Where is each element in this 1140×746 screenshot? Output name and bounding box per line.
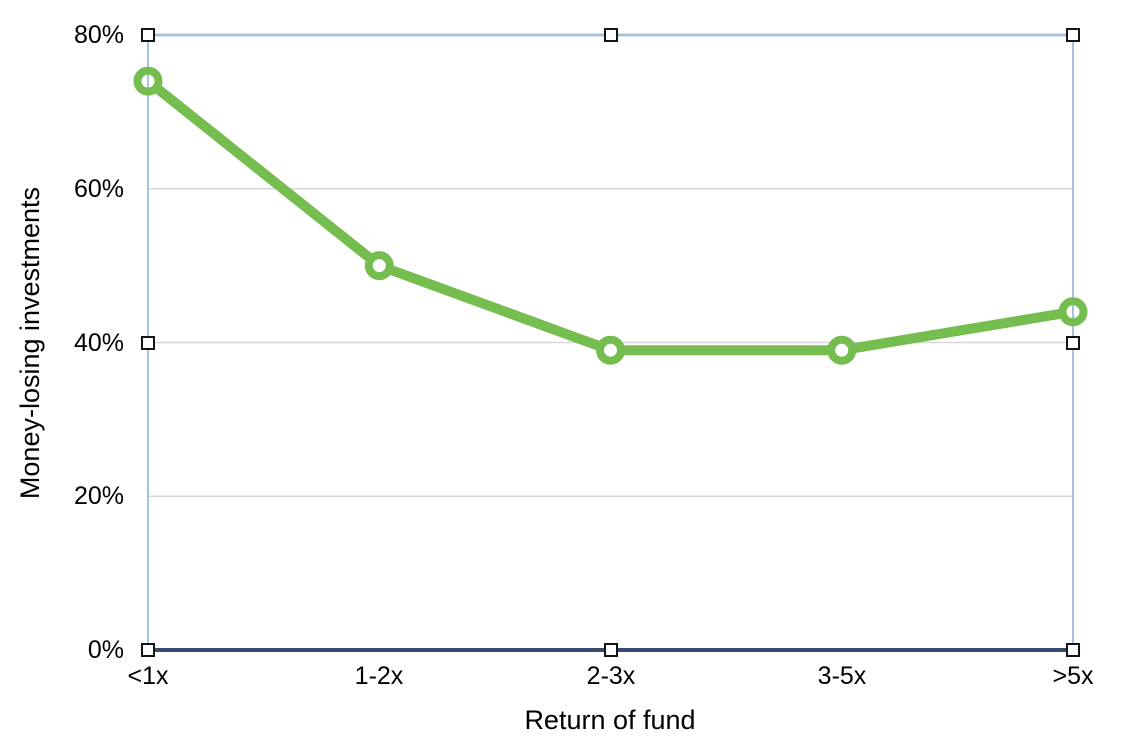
y-tick-label-20: 20%: [73, 482, 124, 510]
data-point-marker[interactable]: [596, 335, 625, 365]
data-point-marker[interactable]: [133, 66, 163, 96]
selection-handle-middle-left[interactable]: [141, 335, 155, 350]
x-tick-label-gt5x: >5x: [1052, 662, 1094, 690]
x-axis-title: Return of fund: [524, 705, 696, 735]
x-tick-label-1-2x: 1-2x: [354, 662, 404, 690]
data-point-marker[interactable]: [1058, 297, 1088, 327]
plot-area[interactable]: [133, 28, 1088, 657]
y-tick-label-80: 80%: [73, 21, 124, 49]
x-tick-label-2-3x: 2-3x: [586, 662, 636, 690]
selection-handle-bottom-right[interactable]: [1066, 643, 1080, 657]
selection-handle-middle-right[interactable]: [1066, 335, 1080, 350]
selection-handle-top-left[interactable]: [141, 28, 155, 42]
selection-handle-bottom-center[interactable]: [603, 643, 618, 657]
selection-handle-top-right[interactable]: [1066, 28, 1080, 42]
marker-rings[interactable]: [133, 66, 1088, 365]
data-point-marker[interactable]: [827, 335, 857, 365]
series-line[interactable]: [143, 76, 1078, 356]
marker-fills: [134, 67, 1087, 365]
x-tick-label-lt1x: <1x: [127, 662, 169, 690]
selection-handle-top-center[interactable]: [603, 28, 618, 42]
y-tick-label-60: 60%: [73, 175, 124, 203]
data-point-marker[interactable]: [364, 251, 394, 281]
chart-plot-svg[interactable]: [133, 33, 1088, 652]
y-tick-label-0: 0%: [87, 636, 124, 664]
y-tick-label-40: 40%: [73, 329, 124, 357]
x-tick-label-3-5x: 3-5x: [817, 662, 867, 690]
selection-handle-bottom-left[interactable]: [141, 643, 155, 657]
